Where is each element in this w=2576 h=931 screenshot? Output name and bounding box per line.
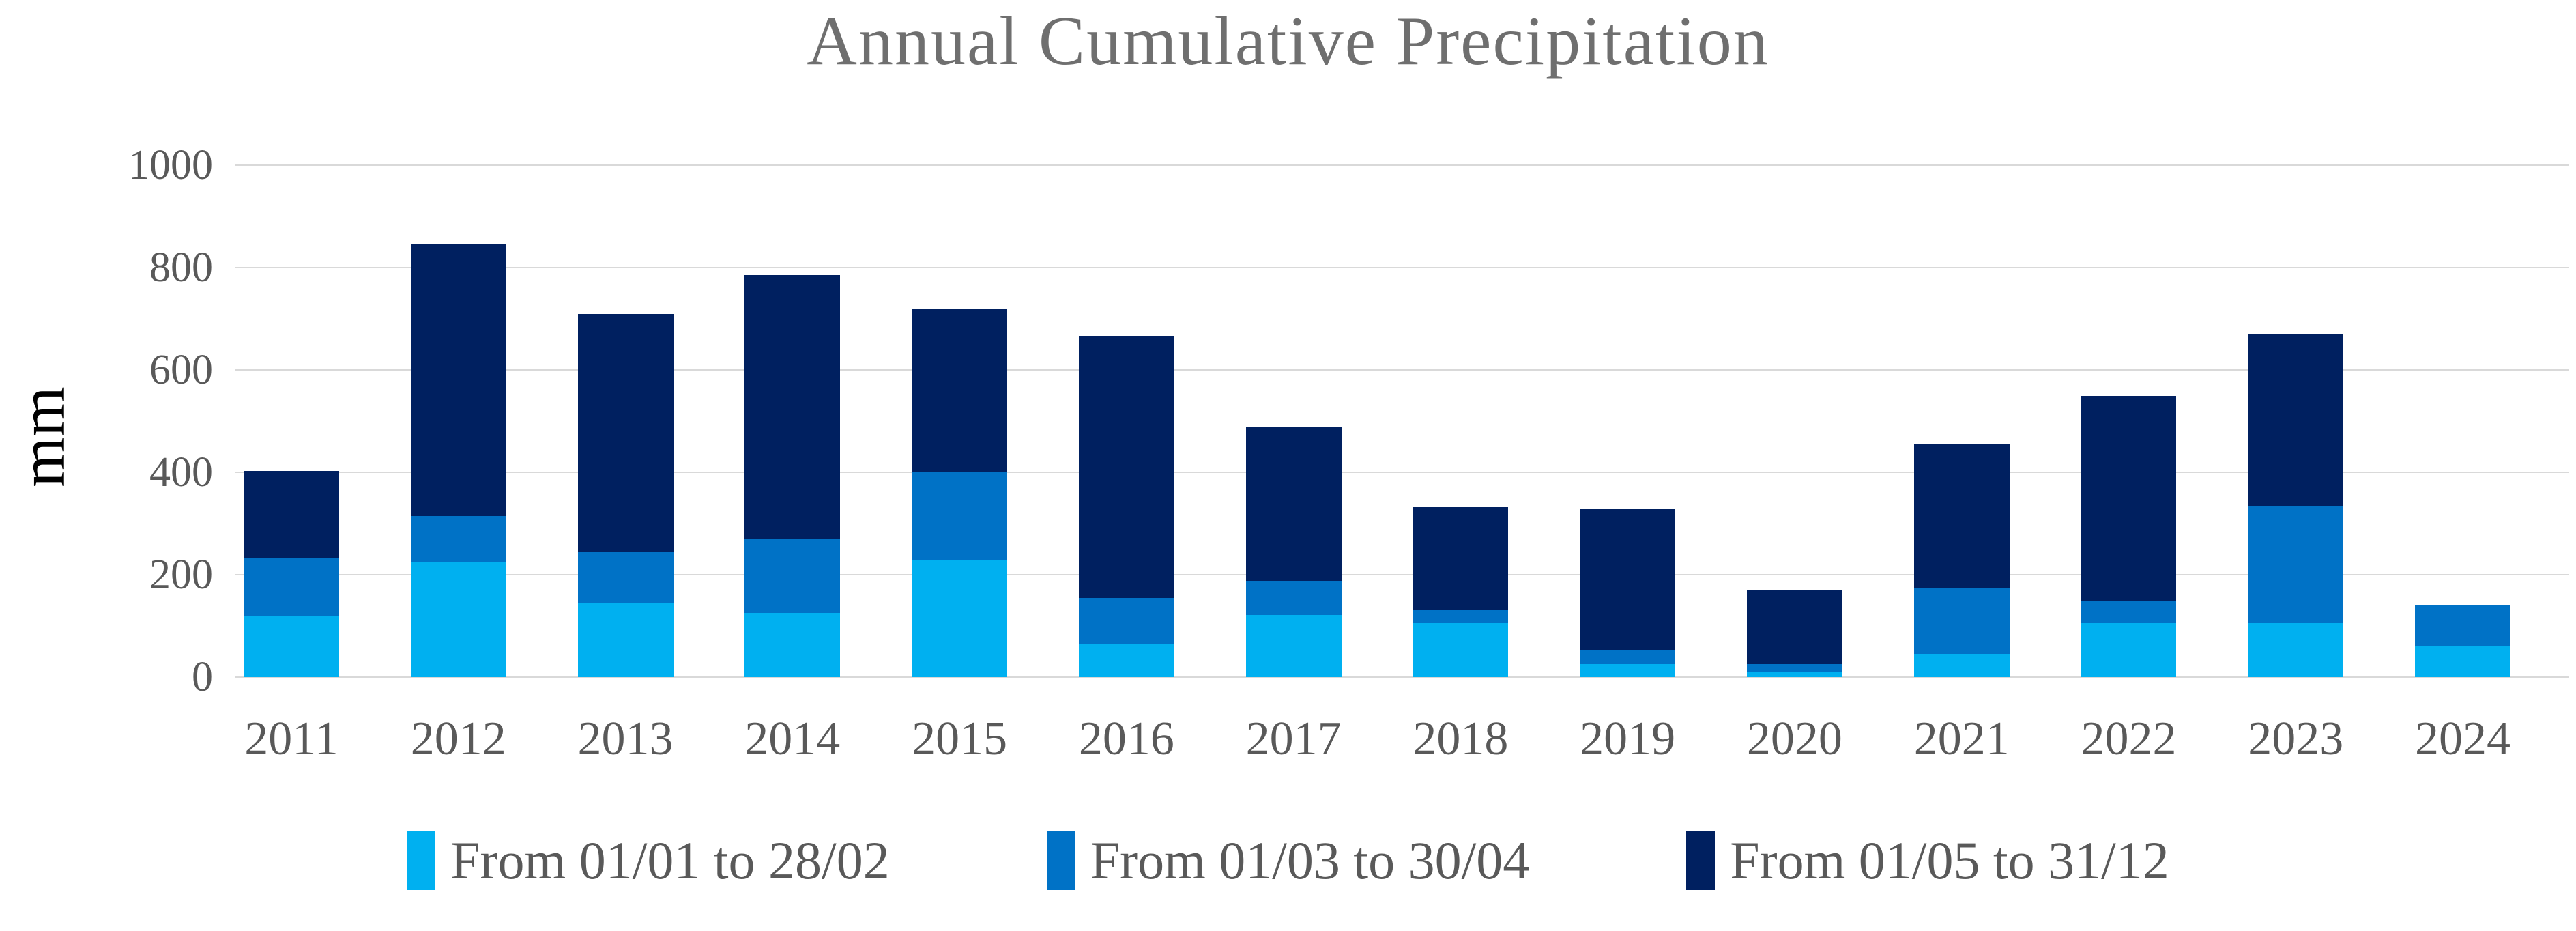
bar-2012 (410, 244, 506, 677)
legend-item-2: From 01/05 to 31/12 (1686, 831, 2169, 890)
bar-2018-segment (1413, 623, 1509, 677)
legend-label: From 01/03 to 30/04 (1090, 831, 1530, 890)
bar-2020-segment (1746, 672, 1842, 677)
bar-2011 (244, 470, 339, 677)
bar-2014-segment (744, 613, 841, 677)
x-axis-label-2016: 2016 (1078, 713, 1174, 765)
chart-title: Annual Cumulative Precipitation (807, 3, 1769, 80)
gridline-400 (235, 472, 2569, 473)
plot-area (235, 164, 2569, 678)
x-axis-label-2011: 2011 (244, 713, 338, 765)
x-axis-label-2017: 2017 (1245, 713, 1342, 765)
x-axis-label-2021: 2021 (1913, 713, 2010, 765)
bar-2018 (1413, 507, 1509, 677)
bar-2011-segment (244, 616, 339, 677)
bar-2013-segment (577, 552, 674, 603)
y-tick-label-1000: 1000 (128, 142, 213, 188)
y-axis-ticks: 0 200 400 600 800 1000 (0, 144, 213, 698)
bar-2023 (2248, 334, 2344, 677)
bar-2015 (912, 309, 1008, 677)
bar-2019-segment (1580, 509, 1676, 650)
y-tick-label-0: 0 (192, 654, 213, 700)
bar-2015-segment (912, 309, 1008, 472)
x-axis-label-2024: 2024 (2415, 713, 2510, 765)
bar-2017 (1245, 426, 1342, 677)
bar-2012-segment (410, 244, 506, 516)
bar-2021-segment (1913, 654, 2010, 677)
bar-2020-segment (1746, 590, 1842, 665)
bar-2019-segment (1580, 650, 1676, 665)
bar-2024-segment (2415, 605, 2510, 646)
legend-label: From 01/01 to 28/02 (450, 831, 890, 890)
bar-2021 (1913, 444, 2010, 677)
bar-2019 (1580, 509, 1676, 677)
x-axis-label-2023: 2023 (2248, 713, 2344, 765)
x-axis-label-2018: 2018 (1413, 713, 1509, 765)
gridline-600 (235, 369, 2569, 371)
gridline-0 (235, 676, 2569, 678)
bar-2017-segment (1245, 614, 1342, 677)
bar-2022-segment (2081, 395, 2177, 601)
bar-2017-segment (1245, 426, 1342, 581)
bar-2016 (1078, 336, 1174, 677)
legend-swatch-icon (1686, 831, 1716, 890)
legend-label: From 01/05 to 31/12 (1730, 831, 2169, 890)
bar-2011-segment (244, 470, 339, 558)
bar-2022-segment (2081, 623, 2177, 677)
x-axis-label-2015: 2015 (912, 713, 1008, 765)
bar-2014-segment (744, 539, 841, 614)
gridline-800 (235, 267, 2569, 268)
y-tick-label-800: 800 (149, 244, 213, 291)
x-axis-label-2019: 2019 (1580, 713, 1676, 765)
bar-2014 (744, 275, 841, 677)
y-tick-label-200: 200 (149, 552, 213, 598)
bar-2021-segment (1913, 444, 2010, 588)
legend-swatch-icon (1046, 831, 1075, 890)
legend-item-1: From 01/03 to 30/04 (1046, 831, 1530, 890)
bar-2012-segment (410, 562, 506, 677)
x-axis-label-2014: 2014 (744, 713, 841, 765)
y-tick-label-600: 600 (149, 347, 213, 393)
bar-2020 (1746, 590, 1842, 677)
bar-2013-segment (577, 603, 674, 677)
bar-2021-segment (1913, 587, 2010, 655)
bar-2013 (577, 313, 674, 677)
bar-2022-segment (2081, 600, 2177, 624)
bar-2011-segment (244, 558, 339, 616)
chart-legend: From 01/01 to 28/02 From 01/03 to 30/04 Fr… (0, 831, 2576, 890)
bar-2016-segment (1078, 336, 1174, 598)
bar-2016-segment (1078, 644, 1174, 677)
bar-2014-segment (744, 275, 841, 539)
x-axis-labels: 2011 2012 2013 2014 2015 2016 2017 2018 2019 2020… (235, 715, 2569, 777)
bar-2017-segment (1245, 581, 1342, 615)
bar-2023-segment (2248, 623, 2344, 677)
bar-2020-segment (1746, 664, 1842, 672)
bar-2023-segment (2248, 505, 2344, 624)
bar-2013-segment (577, 313, 674, 552)
bar-2022 (2081, 395, 2177, 677)
bar-2024-segment (2415, 646, 2510, 677)
gridline-1000 (235, 164, 2569, 166)
bar-2023-segment (2248, 334, 2344, 506)
x-axis-label-2012: 2012 (410, 713, 506, 765)
x-axis-label-2022: 2022 (2081, 713, 2177, 765)
gridline-200 (235, 574, 2569, 575)
bar-2016-segment (1078, 597, 1174, 644)
x-axis-label-2020: 2020 (1746, 713, 1842, 765)
y-tick-label-400: 400 (149, 449, 213, 496)
x-axis-label-2013: 2013 (577, 713, 674, 765)
bar-2015-segment (912, 472, 1008, 560)
bar-2012-segment (410, 515, 506, 562)
bar-2018-segment (1413, 610, 1509, 624)
bar-2015-segment (912, 559, 1008, 677)
bar-2018-segment (1413, 507, 1509, 610)
legend-item-0: From 01/01 to 28/02 (407, 831, 890, 890)
bar-2019-segment (1580, 664, 1676, 677)
legend-swatch-icon (407, 831, 436, 890)
bar-2024 (2415, 605, 2510, 677)
